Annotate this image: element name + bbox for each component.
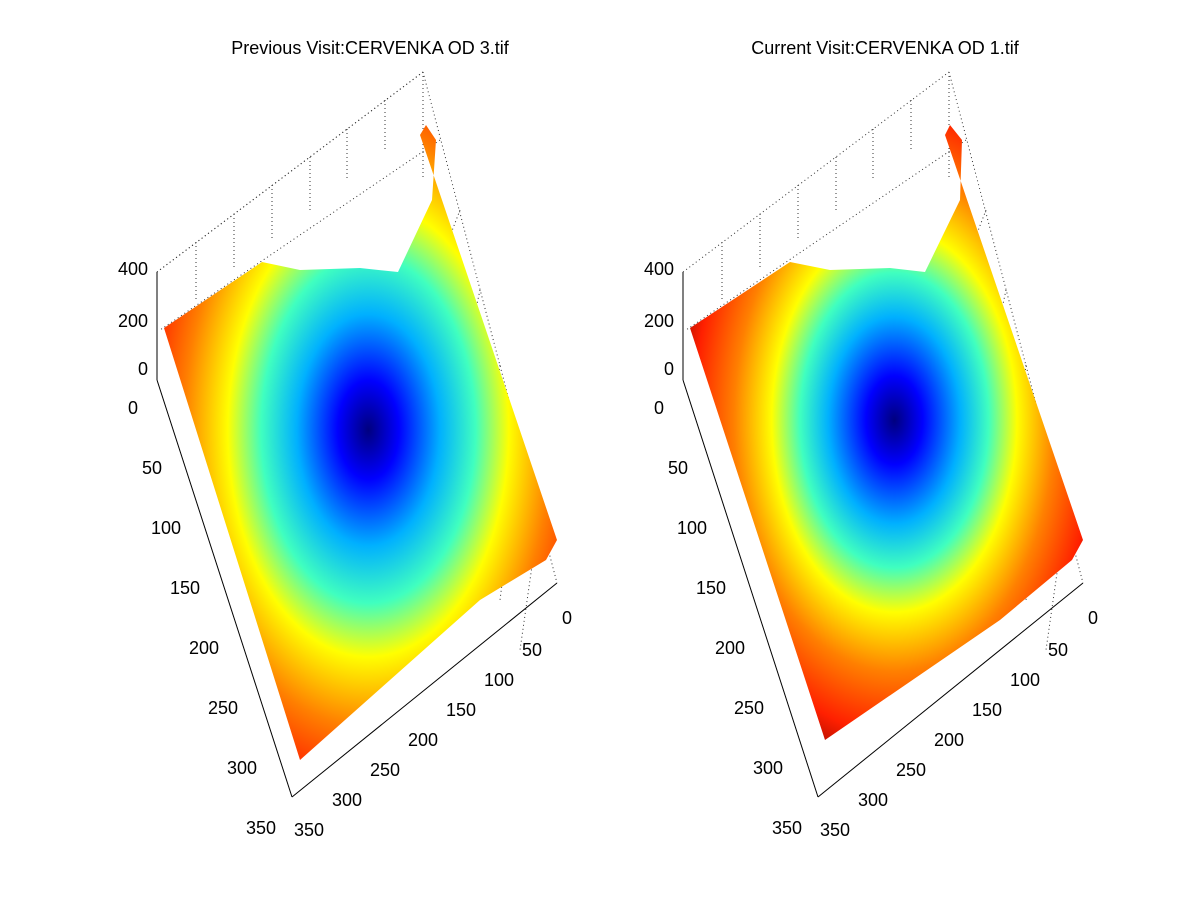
y-tick-label: 350	[772, 818, 802, 838]
y-ticks-current: 0 50 100 150 200 250 300 350	[654, 398, 802, 838]
x-ticks-previous: 0 50 100 150 200 250 300 350	[294, 608, 572, 840]
y-tick-label: 300	[753, 758, 783, 778]
z-tick-label: 0	[664, 359, 674, 379]
x-ticks-current: 0 50 100 150 200 250 300 350	[820, 608, 1098, 840]
y-tick-label: 250	[734, 698, 764, 718]
plot-title-previous: Previous Visit:CERVENKA OD 3.tif	[231, 38, 509, 58]
z-tick-label: 400	[644, 259, 674, 279]
x-tick-label: 150	[972, 700, 1002, 720]
x-tick-label: 300	[858, 790, 888, 810]
x-tick-label: 0	[1088, 608, 1098, 628]
plot-current-visit: Current Visit:CERVENKA OD 1.tif 0	[644, 38, 1098, 840]
y-tick-label: 150	[170, 578, 200, 598]
surface-previous	[164, 125, 557, 760]
z-ticks-current: 0 200 400	[644, 259, 674, 379]
z-tick-label: 400	[118, 259, 148, 279]
y-tick-label: 200	[189, 638, 219, 658]
y-tick-label: 0	[654, 398, 664, 418]
x-tick-label: 250	[896, 760, 926, 780]
y-tick-label: 50	[142, 458, 162, 478]
plot-title-current: Current Visit:CERVENKA OD 1.tif	[751, 38, 1019, 58]
axes-previous	[156, 272, 558, 798]
x-tick-label: 50	[1048, 640, 1068, 660]
x-tick-label: 300	[332, 790, 362, 810]
y-tick-label: 250	[208, 698, 238, 718]
x-tick-label: 250	[370, 760, 400, 780]
y-tick-label: 100	[677, 518, 707, 538]
z-tick-label: 200	[644, 311, 674, 331]
axes-current	[682, 272, 1084, 798]
x-tick-label: 200	[408, 730, 438, 750]
x-tick-label: 350	[294, 820, 324, 840]
z-tick-label: 0	[138, 359, 148, 379]
x-tick-label: 100	[484, 670, 514, 690]
x-tick-label: 50	[522, 640, 542, 660]
x-tick-label: 0	[562, 608, 572, 628]
y-tick-label: 0	[128, 398, 138, 418]
z-tick-label: 200	[118, 311, 148, 331]
y-tick-label: 50	[668, 458, 688, 478]
x-tick-label: 100	[1010, 670, 1040, 690]
plot-previous-visit: Previous Visit:CERVENKA OD 3.tif	[118, 38, 572, 840]
y-ticks-previous: 0 50 100 150 200 250 300 350	[128, 398, 276, 838]
x-tick-label: 150	[446, 700, 476, 720]
x-tick-label: 350	[820, 820, 850, 840]
y-tick-label: 350	[246, 818, 276, 838]
surface-current	[690, 125, 1083, 740]
y-tick-label: 300	[227, 758, 257, 778]
y-tick-label: 100	[151, 518, 181, 538]
z-ticks-previous: 0 200 400	[118, 259, 148, 379]
x-tick-label: 200	[934, 730, 964, 750]
y-tick-label: 200	[715, 638, 745, 658]
y-tick-label: 150	[696, 578, 726, 598]
